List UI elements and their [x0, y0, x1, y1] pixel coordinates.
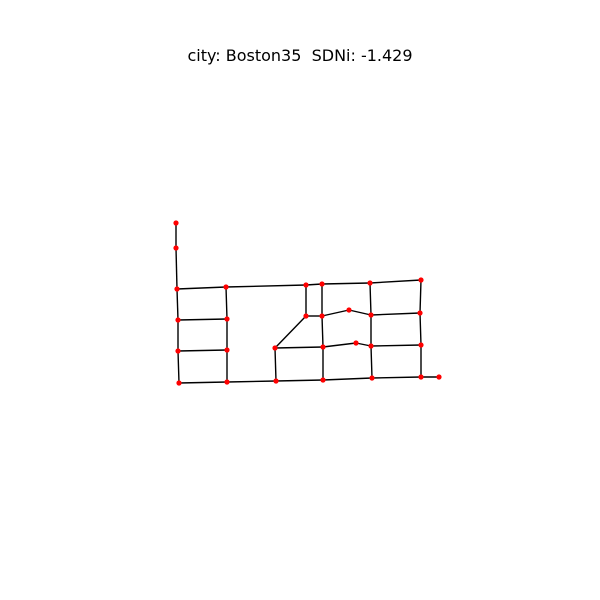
node-n24 [224, 379, 230, 385]
node-n13 [346, 307, 352, 313]
edge-n24-n25 [226, 380, 277, 383]
edge-n4-n10 [225, 286, 228, 320]
edge-n16-n23 [177, 350, 180, 384]
node-n27 [369, 375, 375, 381]
node-n1 [173, 220, 179, 226]
edge-n3-n4 [176, 286, 227, 290]
node-n19 [320, 344, 326, 350]
node-n12 [319, 313, 325, 319]
edge-n4-n5 [225, 284, 307, 288]
edge-n8-n15 [419, 279, 422, 314]
node-n6 [319, 281, 325, 287]
node-n16 [175, 348, 181, 354]
node-n3 [174, 286, 180, 292]
node-n10 [224, 316, 230, 322]
node-n17 [224, 347, 230, 353]
edge-n9-n10 [177, 318, 228, 321]
node-layer [173, 220, 442, 386]
edge-n23-n24 [178, 381, 228, 384]
edge-n25-n26 [275, 379, 324, 382]
node-n11 [303, 313, 309, 319]
edge-n12-n19 [321, 315, 324, 348]
edge-n16-n17 [177, 349, 228, 352]
node-n29 [436, 374, 442, 380]
node-n8 [418, 277, 424, 283]
edge-n12-n13 [321, 309, 350, 317]
node-n15 [417, 310, 423, 316]
edge-n18-n25 [274, 347, 277, 382]
figure-title: city: Boston35 SDNi: -1.429 [187, 46, 413, 65]
node-n4 [223, 284, 229, 290]
edge-n21-n27 [370, 345, 373, 379]
edge-n6-n7 [321, 282, 371, 285]
edge-n21-n22 [370, 344, 422, 347]
node-n26 [320, 377, 326, 383]
node-n23 [176, 380, 182, 386]
edge-n11-n18 [274, 315, 307, 349]
edge-n15-n22 [419, 312, 422, 346]
node-n28 [418, 374, 424, 380]
edge-n7-n8 [369, 279, 422, 284]
node-n20 [353, 340, 359, 346]
edge-n5-n6 [305, 283, 323, 286]
node-n7 [367, 280, 373, 286]
node-n2 [173, 245, 179, 251]
edge-n13-n14 [348, 309, 372, 316]
edge-n27-n28 [371, 376, 422, 379]
node-n21 [368, 343, 374, 349]
edge-layer [175, 223, 439, 384]
node-n25 [273, 378, 279, 384]
edge-n2-n3 [175, 247, 178, 290]
edge-n18-n19 [274, 346, 324, 349]
node-n9 [175, 317, 181, 323]
edge-n14-n15 [370, 312, 421, 316]
node-n18 [272, 345, 278, 351]
edge-n7-n14 [369, 282, 372, 316]
node-n14 [368, 312, 374, 318]
edge-n26-n27 [322, 377, 373, 381]
node-n5 [303, 282, 309, 288]
edge-n19-n20 [322, 342, 357, 348]
node-n22 [418, 342, 424, 348]
edge-n3-n9 [176, 288, 179, 321]
